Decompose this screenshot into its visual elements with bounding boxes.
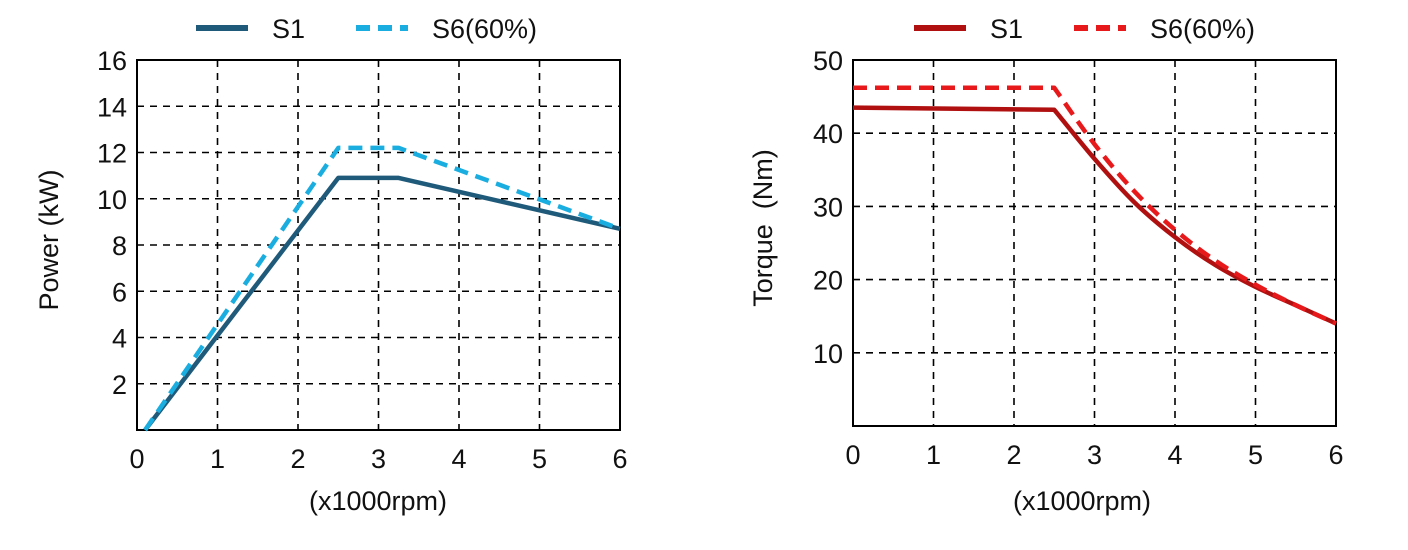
y-tick-label: 30 [813, 192, 843, 222]
series-line-s6 [143, 145, 621, 432]
y-tick-label: 10 [97, 185, 127, 215]
x-tick-label: 4 [451, 444, 466, 474]
x-tick-label: 2 [1006, 440, 1021, 470]
x-tick-label: 1 [926, 440, 941, 470]
legend-label: S1 [990, 14, 1023, 44]
y-tick-label: 16 [97, 46, 127, 76]
y-tick-label: 2 [112, 370, 127, 400]
x-tick-label: 0 [845, 440, 860, 470]
y-tick-label: 10 [813, 339, 843, 369]
x-tick-label: 0 [129, 444, 144, 474]
x-tick-label: 6 [612, 444, 627, 474]
x-tick-label: 3 [371, 444, 386, 474]
y-tick-label: 20 [813, 266, 843, 296]
x-tick-label: 6 [1328, 440, 1343, 470]
x-axis-label: (x1000rpm) [1013, 486, 1151, 516]
legend-label: S6(60%) [1150, 14, 1255, 44]
plot-frame [136, 59, 621, 431]
x-tick-label: 1 [210, 444, 225, 474]
y-tick-label: 50 [813, 46, 843, 76]
y-axis-label: Torque (Nm) [748, 149, 778, 307]
x-tick-label: 5 [1248, 440, 1263, 470]
legend-label: S1 [272, 14, 305, 44]
y-tick-label: 4 [112, 324, 127, 354]
y-tick-label: 14 [97, 92, 127, 122]
x-axis-label: (x1000rpm) [309, 486, 447, 516]
x-tick-label: 3 [1087, 440, 1102, 470]
series-line-s1 [852, 105, 1337, 326]
series-line-s1 [143, 175, 621, 432]
series-line-s6 [853, 85, 1337, 326]
y-tick-label: 6 [112, 277, 127, 307]
x-tick-label: 4 [1167, 440, 1182, 470]
legend-label: S6(60%) [432, 14, 537, 44]
y-tick-label: 12 [97, 139, 127, 169]
y-axis-label: Power (kW) [34, 170, 64, 311]
plot-frame [852, 59, 1337, 427]
x-tick-label: 5 [532, 444, 547, 474]
torque-chart: 0 1 2 3 4 5 6 10 20 30 40 50 (x1000rpm) Torque (Nm) S1… [748, 14, 1344, 516]
y-tick-label: 8 [112, 231, 127, 261]
x-tick-label: 2 [290, 444, 305, 474]
y-tick-label: 40 [813, 119, 843, 149]
